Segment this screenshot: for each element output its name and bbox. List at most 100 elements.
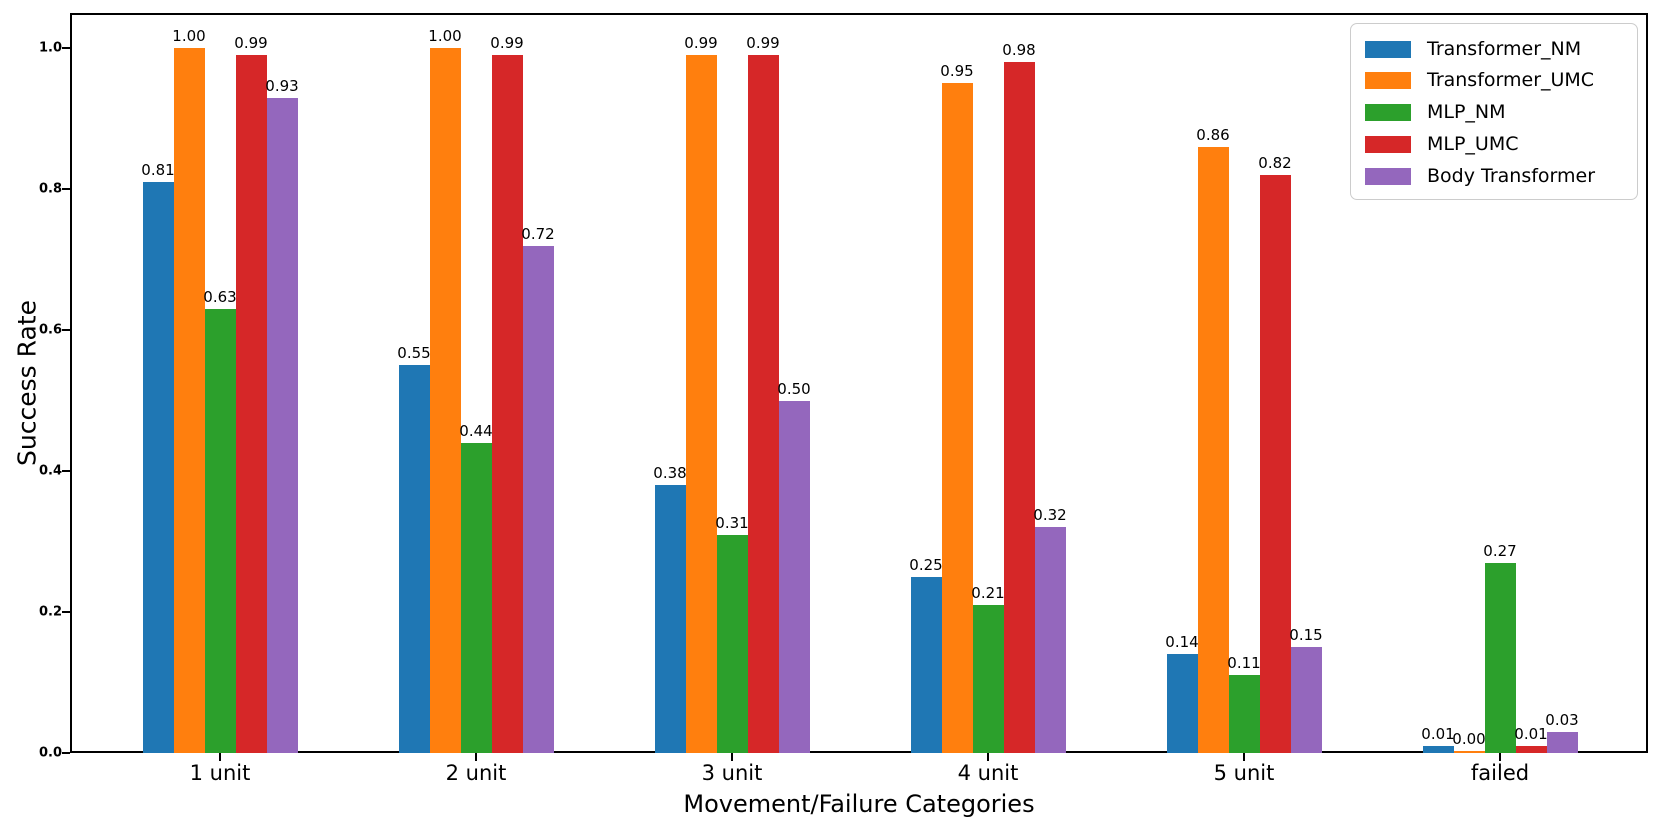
x-tick-label: 5 unit bbox=[1213, 761, 1275, 785]
bar-value-label: 1.00 bbox=[428, 27, 462, 45]
x-tick-mark bbox=[219, 753, 221, 761]
x-tick-label: failed bbox=[1470, 761, 1530, 785]
bar-mlp-umc bbox=[491, 55, 523, 753]
bar-value-label: 0.27 bbox=[1483, 542, 1517, 560]
bar-value-label: 0.99 bbox=[746, 34, 780, 52]
bar-transformer-umc bbox=[941, 83, 973, 753]
legend-swatch-transformer-nm bbox=[1365, 40, 1411, 58]
bar-mlp-nm bbox=[204, 309, 236, 753]
bar-transformer-nm bbox=[142, 182, 174, 753]
y-tick-label: 0.0 bbox=[38, 745, 62, 761]
y-tick-mark bbox=[62, 329, 70, 332]
bar-value-label: 0.25 bbox=[909, 556, 943, 574]
y-tick-label: 0.6 bbox=[38, 322, 62, 338]
legend-swatch-body-transformer bbox=[1365, 167, 1411, 185]
y-tick-mark bbox=[62, 188, 70, 191]
bar-value-label: 0.31 bbox=[715, 514, 749, 532]
y-tick-mark bbox=[62, 752, 70, 754]
bar-value-label: 0.99 bbox=[490, 34, 524, 52]
legend-item: Transformer_UMC bbox=[1365, 66, 1625, 96]
x-tick-mark bbox=[475, 753, 477, 761]
bar-value-label: 0.82 bbox=[1258, 154, 1292, 172]
legend-swatch-transformer-umc bbox=[1365, 72, 1411, 90]
bar-value-label: 0.55 bbox=[397, 344, 431, 362]
legend-label: Body Transformer bbox=[1427, 164, 1596, 187]
x-tick-label: 2 unit bbox=[445, 761, 507, 785]
bar-value-label: 0.93 bbox=[265, 77, 299, 95]
bar-mlp-umc bbox=[235, 55, 267, 753]
bar-transformer-nm bbox=[1422, 746, 1454, 753]
bar-value-label: 0.38 bbox=[653, 464, 687, 482]
y-tick-mark bbox=[62, 470, 70, 473]
legend-item: Transformer_NM bbox=[1365, 34, 1625, 64]
bar-mlp-nm bbox=[972, 605, 1004, 753]
bar-transformer-umc bbox=[1453, 751, 1485, 753]
legend-swatch-mlp-umc bbox=[1365, 135, 1411, 153]
bar-value-label: 0.63 bbox=[203, 288, 237, 306]
bar-transformer-umc bbox=[685, 55, 717, 753]
bar-value-label: 0.99 bbox=[234, 34, 268, 52]
bar-value-label: 0.00 bbox=[1452, 730, 1486, 748]
bar-value-label: 0.01 bbox=[1514, 725, 1548, 743]
bar-value-label: 0.81 bbox=[141, 161, 175, 179]
bar-mlp-umc bbox=[1259, 175, 1291, 753]
bar-mlp-nm bbox=[1228, 675, 1260, 753]
legend-label: MLP_UMC bbox=[1427, 132, 1519, 155]
x-tick-label: 4 unit bbox=[957, 761, 1019, 785]
bar-mlp-umc bbox=[1515, 746, 1547, 753]
bar-mlp-nm bbox=[1484, 563, 1516, 753]
y-axis-title: Success Rate bbox=[12, 300, 42, 466]
bar-transformer-umc bbox=[429, 48, 461, 753]
x-tick-mark bbox=[1499, 753, 1501, 761]
bar-value-label: 0.98 bbox=[1002, 41, 1036, 59]
bar-mlp-umc bbox=[747, 55, 779, 753]
x-axis-title: Movement/Failure Categories bbox=[683, 790, 1035, 818]
bar-value-label: 0.86 bbox=[1196, 126, 1230, 144]
bar-value-label: 0.72 bbox=[521, 225, 555, 243]
legend-swatch-mlp-nm bbox=[1365, 104, 1411, 121]
bar-mlp-nm bbox=[460, 443, 492, 753]
y-tick-mark bbox=[62, 611, 70, 614]
legend-label: MLP_NM bbox=[1427, 101, 1506, 123]
bar-value-label: 1.00 bbox=[172, 27, 206, 45]
bar-transformer-nm bbox=[398, 365, 430, 753]
bar-body-transformer bbox=[1034, 527, 1066, 753]
bar-mlp-umc bbox=[1003, 62, 1035, 753]
legend-item: Body Transformer bbox=[1365, 161, 1625, 191]
x-tick-mark bbox=[731, 753, 733, 761]
bar-value-label: 0.21 bbox=[971, 584, 1005, 602]
bar-body-transformer bbox=[1290, 647, 1322, 753]
bar-value-label: 0.99 bbox=[684, 34, 718, 52]
bar-value-label: 0.01 bbox=[1421, 725, 1455, 743]
bar-mlp-nm bbox=[716, 535, 748, 753]
bar-value-label: 0.11 bbox=[1227, 654, 1261, 672]
bar-body-transformer bbox=[1546, 732, 1578, 753]
bar-body-transformer bbox=[266, 98, 298, 753]
y-tick-label: 0.4 bbox=[38, 463, 62, 479]
bar-value-label: 0.03 bbox=[1545, 711, 1579, 729]
x-tick-mark bbox=[987, 753, 989, 761]
legend-item: MLP_NM bbox=[1365, 98, 1625, 128]
x-tick-label: 1 unit bbox=[189, 761, 251, 785]
bar-value-label: 0.15 bbox=[1289, 626, 1323, 644]
y-tick-mark bbox=[62, 47, 70, 50]
bar-transformer-umc bbox=[1197, 147, 1229, 753]
bar-transformer-nm bbox=[1166, 654, 1198, 753]
x-tick-label: 3 unit bbox=[701, 761, 763, 785]
x-tick-mark bbox=[1243, 753, 1245, 761]
bar-body-transformer bbox=[778, 401, 810, 753]
legend-label: Transformer_UMC bbox=[1427, 69, 1595, 92]
bar-value-label: 0.95 bbox=[940, 62, 974, 80]
bar-transformer-nm bbox=[654, 485, 686, 753]
bar-value-label: 0.32 bbox=[1033, 506, 1067, 524]
legend-label: Transformer_NM bbox=[1427, 37, 1582, 60]
y-tick-label: 0.2 bbox=[38, 604, 62, 620]
y-tick-label: 0.8 bbox=[38, 181, 62, 197]
bar-transformer-nm bbox=[910, 577, 942, 753]
bar-value-label: 0.14 bbox=[1165, 633, 1199, 651]
y-tick-label: 1.0 bbox=[38, 40, 62, 56]
bar-value-label: 0.44 bbox=[459, 422, 493, 440]
legend: Transformer_NM Transformer_UMC MLP_NM MLP_U… bbox=[1350, 23, 1638, 200]
legend-item: MLP_UMC bbox=[1365, 129, 1625, 159]
